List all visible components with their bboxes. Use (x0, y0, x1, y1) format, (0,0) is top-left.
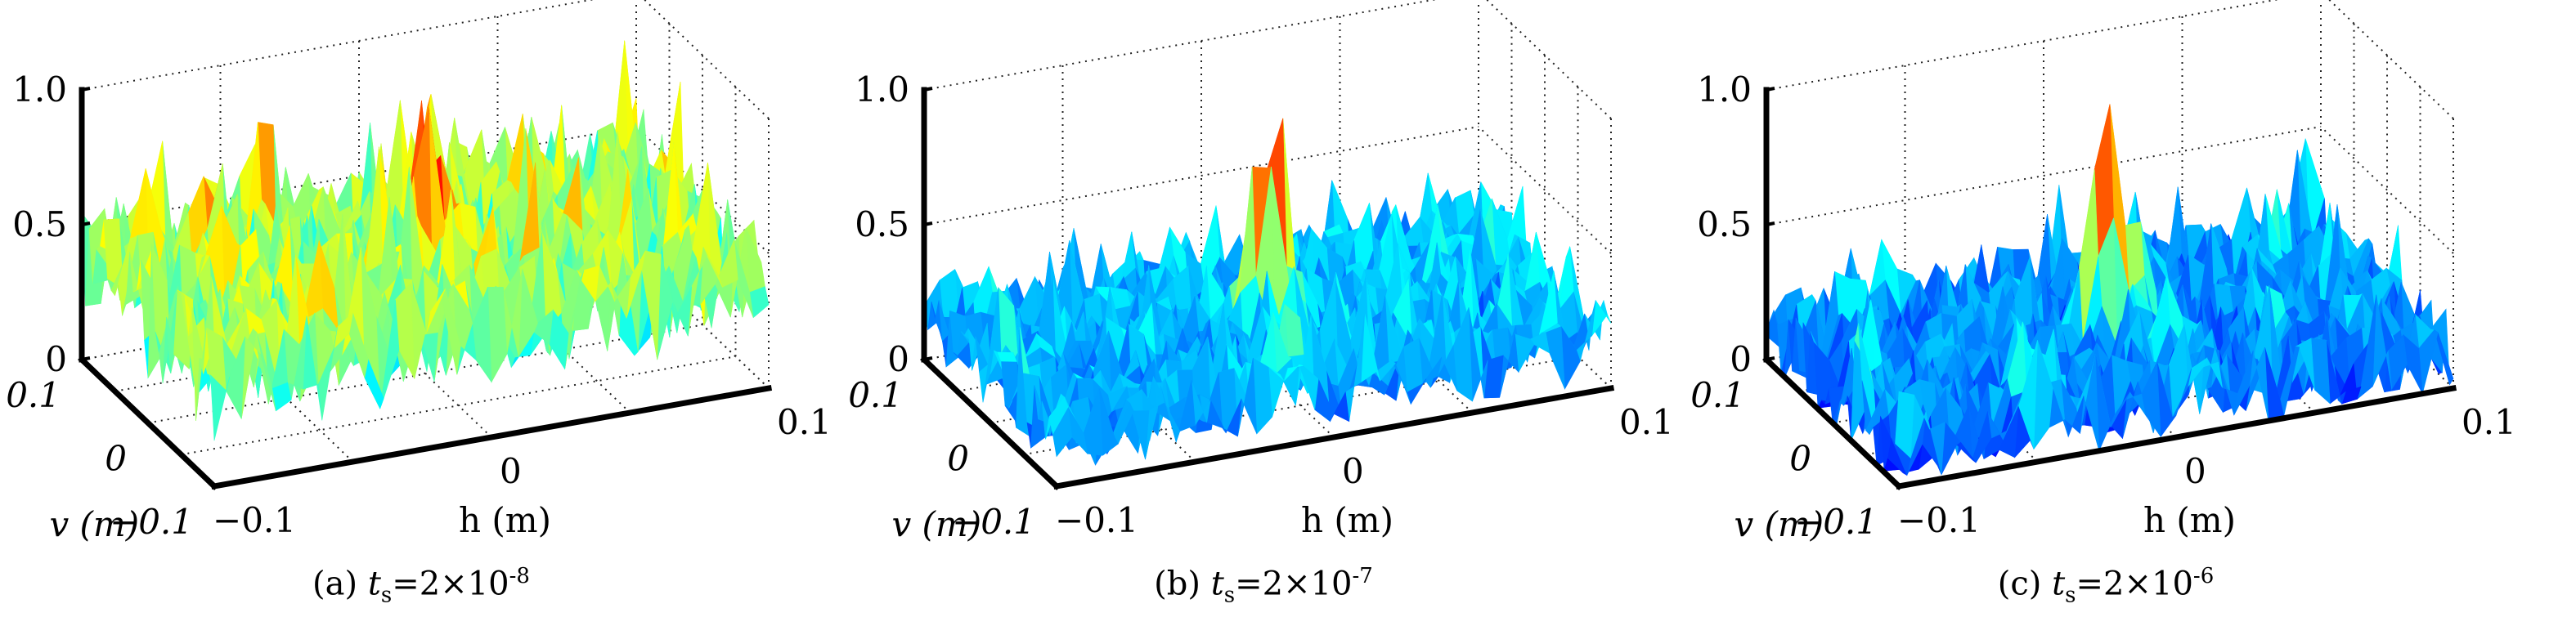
chart-panel-a: 0 0.5 1.0 0.1 0 −0.1 −0.1 0 0.1 v (m) h (m) (a) ts… (0, 0, 842, 626)
v-axis (1762, 355, 1903, 490)
caption-symbol: t (1210, 565, 1224, 603)
caption-label: (c) (1997, 565, 2042, 603)
h-axis (210, 384, 773, 490)
v-axis-label: v (m) (1734, 504, 1824, 544)
surface-plot-b: 00.51.00.10−0.1 −0.100.1v (m) h (m) (848, 0, 1674, 544)
z-tick-label: 0 (45, 339, 67, 379)
z-tick-label: 0 (1730, 339, 1752, 379)
caption-subscript: s (2065, 583, 2076, 608)
v-axis-label: v (m) (891, 504, 981, 544)
chart-panel-c: 0 0.5 1.0 0.1 0 −0.1 −0.1 0 0.1 v (m) h (m) (c) ts… (1685, 0, 2527, 626)
caption-subscript: s (380, 583, 393, 608)
v-axis-label: v (m) (49, 504, 139, 544)
v-tick-label: −0.1 (1794, 502, 1878, 542)
h-axis (1895, 384, 2457, 490)
z-tick-label: 0.5 (12, 204, 67, 244)
z-tick-label: 1.0 (1697, 69, 1752, 110)
v-tick-label: 0.1 (1690, 375, 1745, 415)
h-axis-label: h (m) (2143, 500, 2236, 540)
caption-equation: =2×10 (1235, 565, 1353, 603)
caption-subscript: s (1223, 583, 1236, 608)
z-tick-label: 0.5 (1697, 204, 1752, 244)
h-tick-label: 0.1 (2462, 402, 2516, 442)
caption-equation: =2×10 (2076, 565, 2193, 603)
surface (923, 118, 1612, 466)
v-tick-label: 0 (1789, 439, 1811, 479)
caption-exponent: -8 (509, 564, 530, 588)
caption-a: (a) ts=2×10-8 (0, 564, 842, 607)
z-tick-label: 1.0 (12, 69, 67, 110)
v-tick-label: 0.1 (6, 375, 61, 415)
h-axis-label: h (m) (1301, 500, 1393, 540)
h-tick-label: 0 (2184, 451, 2206, 491)
surface (81, 40, 770, 441)
v-tick-label: 0 (947, 439, 969, 479)
caption-exponent: -7 (1352, 564, 1373, 588)
v-axis (78, 355, 218, 490)
caption-label: (a) (312, 565, 358, 603)
h-axis (1052, 384, 1615, 490)
caption-exponent: -6 (2192, 564, 2215, 588)
caption-equation: =2×10 (392, 565, 509, 603)
h-tick-label: 0.1 (777, 402, 832, 442)
axes: 00.51.00.10−0.1 −0.100.1v (m) h (m) (6, 69, 832, 544)
axes: 00.51.00.10−0.1 −0.100.1v (m) h (m) (848, 69, 1674, 544)
surface-plot-c: 00.51.00.10−0.1 −0.100.1v (m) h (m) (1690, 0, 2516, 544)
h-axis-label: h (m) (459, 500, 551, 540)
caption-symbol: t (2052, 565, 2066, 603)
caption-c: (c) ts=2×10-6 (1685, 564, 2527, 607)
surface (1766, 104, 2454, 476)
h-tick-label: −0.1 (213, 500, 296, 540)
h-tick-label: −0.1 (1897, 500, 1981, 540)
axes: 00.51.00.10−0.1 −0.100.1v (m) h (m) (1690, 69, 2516, 544)
caption-b: (b) ts=2×10-7 (842, 564, 1685, 607)
v-tick-label: −0.1 (110, 502, 193, 542)
v-tick-label: 0 (105, 439, 127, 479)
h-tick-label: −0.1 (1055, 500, 1138, 540)
h-tick-label: 0 (500, 451, 522, 491)
z-tick-label: 0.5 (855, 204, 909, 244)
z-tick-label: 0 (887, 339, 909, 379)
v-axis (920, 355, 1061, 490)
v-tick-label: 0.1 (848, 375, 903, 415)
v-tick-label: −0.1 (952, 502, 1035, 542)
chart-panel-b: 0 0.5 1.0 0.1 0 −0.1 −0.1 0 0.1 v (m) h (m) (b) ts… (842, 0, 1685, 626)
h-tick-label: 0 (1342, 451, 1364, 491)
caption-label: (b) (1154, 565, 1200, 603)
surface-plot-a: 00.51.00.10−0.1 −0.100.1v (m) h (m) (6, 0, 832, 544)
h-tick-label: 0.1 (1619, 402, 1674, 442)
z-tick-label: 1.0 (855, 69, 909, 110)
caption-symbol: t (367, 565, 381, 603)
